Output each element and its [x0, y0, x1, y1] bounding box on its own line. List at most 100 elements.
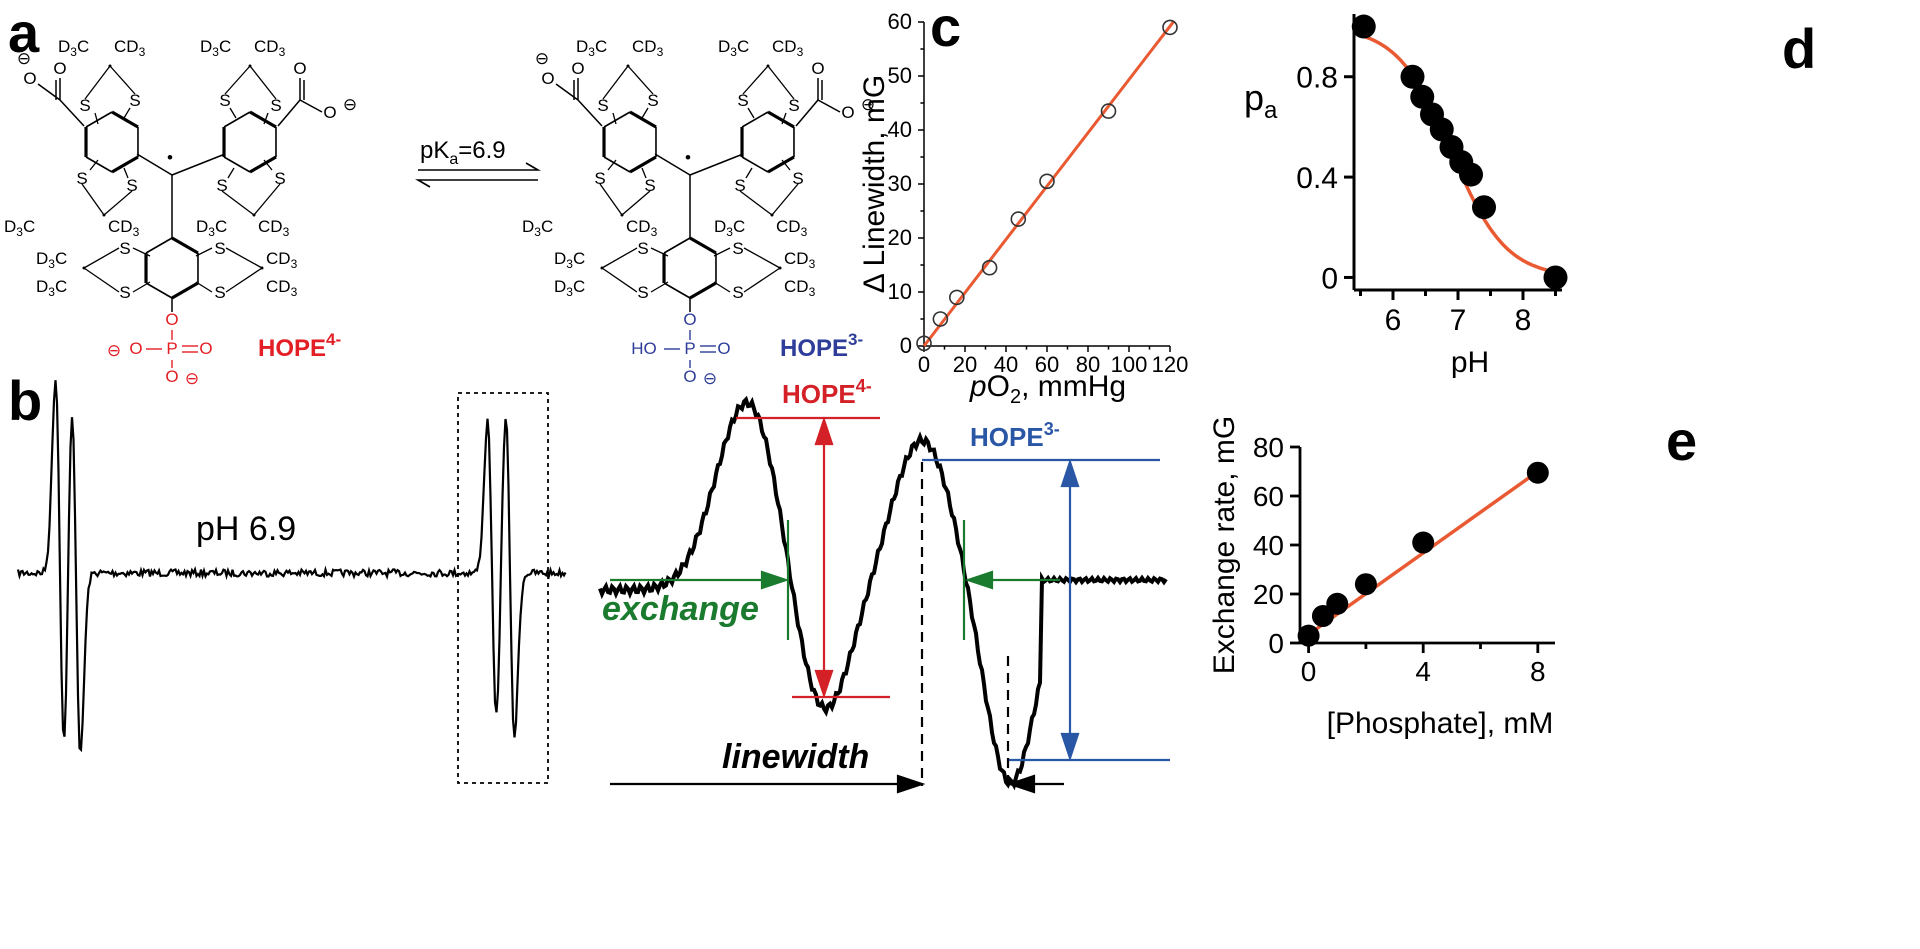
bond — [171, 236, 199, 255]
bond — [223, 156, 251, 173]
bond — [745, 167, 753, 179]
x-tick-label: 40 — [994, 352, 1018, 377]
bond — [663, 237, 691, 254]
sulfur-atom: S — [734, 176, 745, 195]
data-point — [1326, 592, 1349, 615]
data-point — [1100, 103, 1117, 119]
x-axis-label: pO2, mmHg — [969, 370, 1126, 408]
sulfur-atom: S — [274, 169, 285, 188]
oxygen-atom: O — [165, 310, 178, 329]
linewidth-label: linewidth — [722, 738, 869, 776]
cd3-group: D3C — [58, 37, 89, 59]
minus-charge: ⊖ — [185, 369, 199, 388]
bond — [817, 99, 841, 113]
bond — [249, 155, 277, 174]
bond — [221, 190, 255, 216]
y-tick-label: 0.4 — [1296, 162, 1338, 195]
exchange-markers — [610, 520, 1060, 640]
bond — [83, 267, 120, 293]
data-point — [948, 289, 965, 306]
y-tick-label: 0 — [900, 333, 912, 358]
data-point — [1039, 173, 1055, 190]
bond — [713, 247, 731, 257]
y-tick-label: 50 — [888, 63, 912, 88]
oxygen-atom: O — [683, 310, 696, 329]
cd3-group: D3C — [4, 217, 35, 239]
minus-charge: ⊖ — [703, 369, 717, 388]
sulfur-atom: S — [126, 176, 137, 195]
data-point — [1412, 531, 1435, 554]
oxygen-atom: O — [53, 59, 66, 78]
bond — [743, 267, 781, 293]
bond — [689, 281, 717, 300]
bond — [641, 167, 647, 179]
y-tick-label: 0.8 — [1296, 62, 1338, 95]
bond — [713, 281, 731, 293]
sulfur-atom: S — [216, 176, 227, 195]
bond — [747, 107, 755, 119]
cd3-group: CD3 — [114, 37, 146, 59]
oxygen-atom: O — [199, 339, 212, 358]
panel-letter-a: a — [8, 1, 40, 64]
x-tick-label: 7 — [1450, 304, 1467, 337]
bond — [94, 112, 99, 125]
y-tick-label: 0 — [1268, 628, 1284, 659]
hope-4-amplitude-label: HOPE4- — [782, 376, 872, 409]
data-point — [1543, 265, 1568, 290]
y-tick-label: 40 — [888, 117, 912, 142]
bond — [741, 111, 769, 128]
bond — [627, 65, 654, 95]
cd3-group: D3C — [554, 277, 585, 299]
bond — [136, 153, 173, 176]
x-tick-label: 20 — [953, 352, 977, 377]
cd3-group: CD3 — [258, 217, 290, 239]
bond — [132, 247, 151, 257]
cd3-group: D3C — [554, 249, 585, 271]
minus-charge: ⊖ — [535, 49, 549, 68]
linewidth-markers — [610, 462, 1064, 794]
cd3-group: D3C — [522, 217, 553, 239]
bond — [767, 155, 795, 174]
oxygen-atom: O — [23, 69, 36, 88]
bond — [577, 99, 603, 127]
hydroxyl-group: HO — [631, 339, 657, 358]
bond — [225, 247, 263, 269]
bond — [767, 110, 795, 129]
sulfur-atom: S — [788, 96, 799, 115]
sulfur-atom: S — [637, 283, 648, 302]
y-axis-label: pa — [1244, 77, 1278, 124]
data-point — [1162, 19, 1178, 36]
bond — [781, 159, 791, 171]
x-axis-label: [Phosphate], mM — [1327, 707, 1554, 740]
hope-3-label: HOPE3- — [780, 330, 863, 362]
hope-3-amplitude-marker — [922, 458, 1170, 762]
data-point — [916, 335, 932, 352]
y-tick-label: 60 — [888, 9, 912, 34]
y-tick-label: 80 — [1253, 432, 1284, 463]
data-point — [1472, 195, 1496, 220]
ph-label: pH 6.9 — [196, 510, 296, 548]
bond — [771, 183, 799, 216]
x-axis-label: pH — [1451, 346, 1489, 379]
x-tick-label: 8 — [1530, 656, 1546, 687]
bond — [263, 112, 269, 125]
bond — [603, 156, 631, 173]
bond — [171, 281, 199, 300]
epr-spectrum-trace — [16, 380, 567, 753]
hope-3-amplitude-label: HOPE3- — [970, 419, 1060, 452]
bond — [607, 159, 617, 171]
cd3-group: CD3 — [626, 217, 658, 239]
bond — [263, 159, 273, 171]
data-point — [1351, 14, 1376, 39]
bond — [37, 83, 61, 101]
bond — [741, 156, 769, 173]
sulfur-atom: S — [119, 283, 130, 302]
oxygen-atom: O — [841, 103, 854, 122]
oxygen-atom: O — [683, 367, 696, 386]
radical-dot: • — [167, 148, 173, 167]
bond — [612, 112, 617, 125]
sulfur-atom: S — [637, 239, 648, 258]
